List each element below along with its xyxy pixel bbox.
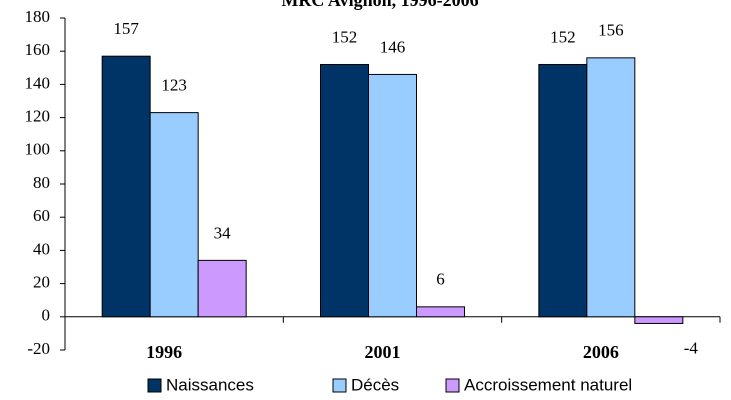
bar (538, 63, 588, 318)
y-tick-label: 80 (33, 173, 50, 192)
bar (149, 112, 199, 318)
data-label: 152 (332, 27, 358, 46)
data-label: 156 (598, 21, 624, 40)
legend-label: Décès (351, 375, 399, 394)
y-tick-label: -20 (27, 339, 50, 358)
y-tick-label: 100 (25, 140, 51, 159)
y-tick-label: 60 (33, 206, 50, 225)
y-tick-label: 180 (25, 7, 51, 26)
bar (416, 306, 465, 318)
data-label: 152 (550, 27, 576, 46)
x-tick-label: 2006 (583, 342, 619, 362)
x-tick-label: 2001 (365, 342, 401, 362)
x-tick-label: 1996 (146, 342, 182, 362)
y-tick-label: 20 (33, 273, 50, 292)
y-tick-label: 0 (42, 306, 51, 325)
bar (320, 63, 369, 318)
data-label: 146 (380, 37, 406, 56)
data-label: 6 (436, 270, 445, 289)
bar (101, 55, 151, 318)
bar (368, 73, 417, 318)
y-tick-label: 160 (25, 40, 51, 59)
legend-swatch (332, 378, 347, 393)
data-label: 34 (214, 223, 232, 242)
legend-label: Accroissement naturel (464, 375, 632, 394)
y-tick-label: 140 (25, 73, 51, 92)
bar (634, 316, 684, 324)
legend-label: Naissances (166, 375, 254, 394)
bar (197, 259, 247, 318)
y-tick-label: 120 (25, 107, 51, 126)
bar (586, 57, 636, 318)
data-label: -4 (684, 338, 699, 357)
legend-swatch (445, 378, 460, 393)
data-label: 157 (113, 19, 139, 38)
chart-title: MRC Avignon, 1996-2006 (281, 0, 478, 10)
data-label: 123 (161, 76, 187, 95)
legend-swatch (147, 378, 162, 393)
y-tick-label: 40 (33, 239, 50, 258)
